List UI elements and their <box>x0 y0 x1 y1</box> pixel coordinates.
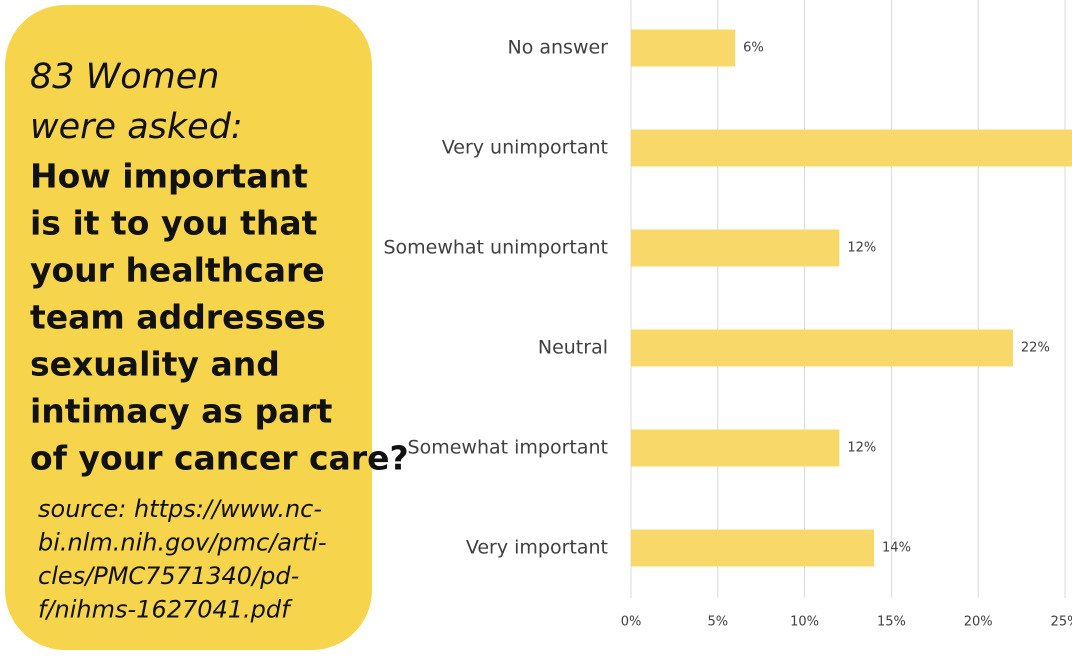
source-line: bi.nlm.nih.gov/pmc/arti- <box>38 529 327 557</box>
bar <box>631 229 840 267</box>
category-label: Very important <box>466 537 608 559</box>
question-line: team addresses <box>30 298 326 337</box>
value-label: 12% <box>847 241 876 256</box>
bar <box>631 29 736 67</box>
category-label: Somewhat unimportant <box>383 237 608 259</box>
value-label: 22% <box>1021 341 1050 356</box>
chart: 0% 5% 10% 15% 20% 25% No answer 6% Very unimport… <box>383 0 1072 630</box>
info-panel <box>5 5 372 650</box>
source-line: cles/PMC7571340/pd- <box>38 562 299 590</box>
question-line: sexuality and <box>30 345 280 384</box>
intro-line: 83 Women <box>30 57 220 97</box>
panel-text: 83 Women were asked: How important is it to… <box>30 57 409 624</box>
category-label: Somewhat important <box>408 437 608 459</box>
x-tick-label: 10% <box>790 615 819 630</box>
bar <box>631 329 1013 367</box>
category-label: No answer <box>507 37 608 59</box>
source-line: source: https://www.nc- <box>38 495 322 523</box>
category-label: Very unimportant <box>442 137 608 159</box>
bar <box>631 529 875 567</box>
bar <box>631 429 840 467</box>
question-line: of your cancer care? <box>30 439 409 478</box>
source-line: f/nihms-1627041.pdf <box>38 596 293 624</box>
x-tick-label: 15% <box>877 615 906 630</box>
question-line: intimacy as part <box>30 392 333 431</box>
value-label: 6% <box>743 41 764 56</box>
x-tick-label: 5% <box>707 615 728 630</box>
question-line: How important <box>30 157 308 196</box>
question-line: your healthcare <box>30 251 325 290</box>
intro-line: were asked: <box>30 107 243 147</box>
x-tick-label: 0% <box>621 615 642 630</box>
value-label: 14% <box>882 541 911 556</box>
bar <box>631 129 1072 167</box>
x-tick-label: 20% <box>964 615 993 630</box>
value-label: 12% <box>847 441 876 456</box>
x-tick-label: 25% <box>1051 615 1072 630</box>
category-label: Neutral <box>538 337 608 359</box>
question-line: is it to you that <box>30 204 318 243</box>
